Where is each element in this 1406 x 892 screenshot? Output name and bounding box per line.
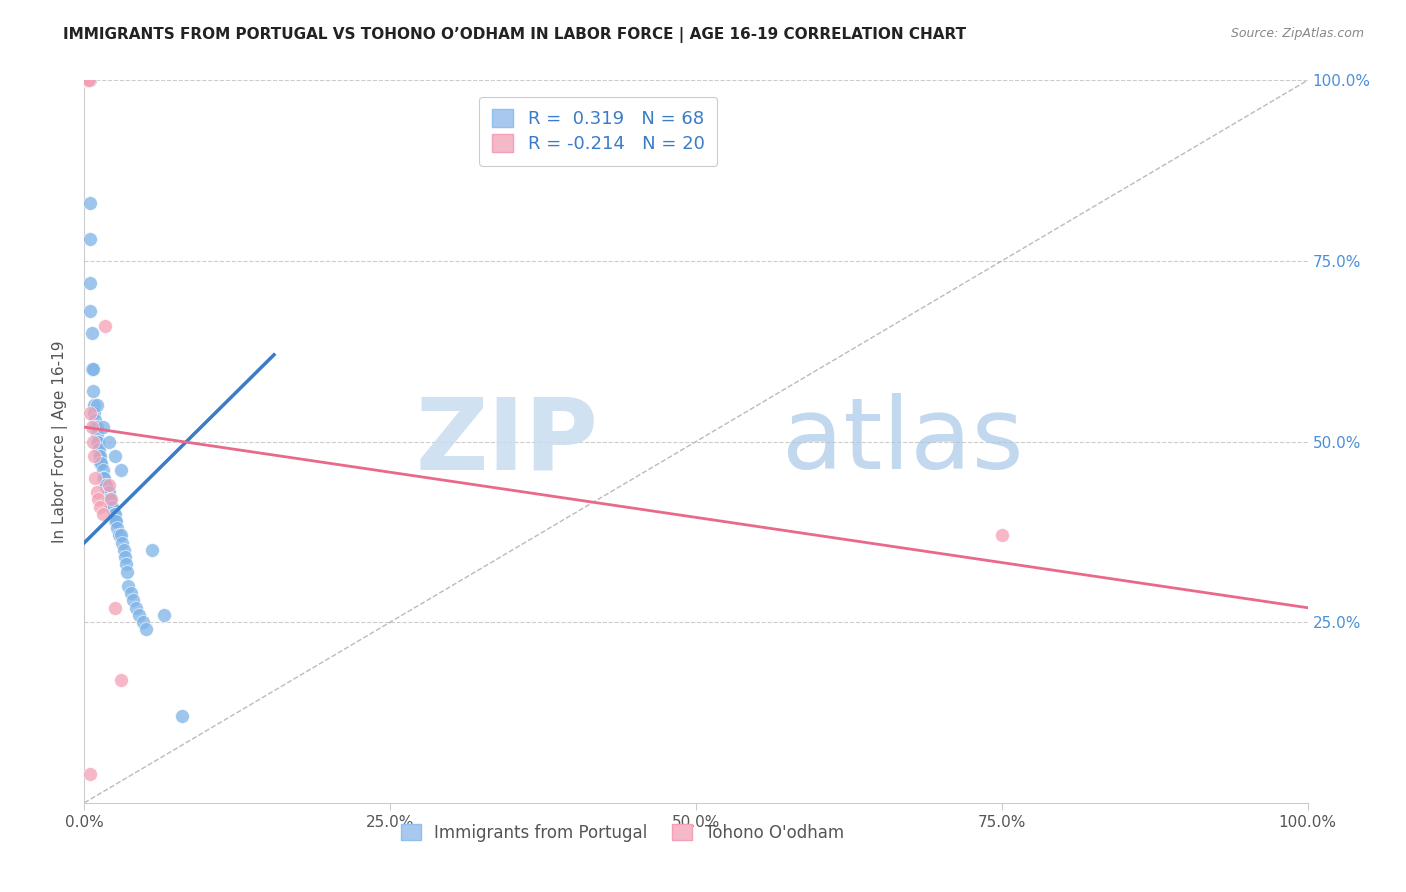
Point [91,470,114,484]
Point [79,767,101,781]
Point [112,542,135,557]
Point [132,615,155,630]
Point [79,73,101,87]
Point [114,550,136,565]
Point [97,434,120,449]
Point [153,607,176,622]
Point [77,73,100,87]
Point [76,73,98,87]
Point [76,73,98,87]
Text: atlas: atlas [782,393,1024,490]
Point [128,607,150,622]
Point [77,73,100,87]
Point [115,558,138,572]
Point [87,442,110,456]
Point [82,384,104,398]
Point [104,514,127,528]
Point [80,420,103,434]
Point [87,434,110,449]
Point [104,507,127,521]
Point [82,362,104,376]
Text: Source: ZipAtlas.com: Source: ZipAtlas.com [1230,27,1364,40]
Point [84,420,107,434]
Point [77,73,100,87]
Point [86,420,108,434]
Y-axis label: In Labor Force | Age 16-19: In Labor Force | Age 16-19 [52,340,69,543]
Point [100,492,122,507]
Point [80,362,103,376]
Point [87,492,110,507]
Point [94,478,117,492]
Point [83,398,105,412]
Point [89,500,111,514]
Point [101,500,124,514]
Point [172,709,194,723]
Point [75,73,97,87]
Point [75,73,97,87]
Point [83,449,105,463]
Point [97,485,120,500]
Point [122,593,145,607]
Point [91,507,114,521]
Point [82,434,104,449]
Point [120,586,142,600]
Point [93,470,115,484]
Legend: Immigrants from Portugal, Tohono O'odham: Immigrants from Portugal, Tohono O'odham [394,817,851,848]
Text: ZIP: ZIP [415,393,598,490]
Point [104,600,127,615]
Point [107,528,129,542]
Point [77,73,100,87]
Point [94,318,117,333]
Point [86,434,108,449]
Point [84,470,107,484]
Point [117,579,139,593]
Point [90,456,112,470]
Point [91,463,114,477]
Point [110,528,132,542]
Point [97,478,120,492]
Point [79,276,101,290]
Point [86,485,108,500]
Point [141,542,163,557]
Point [96,478,118,492]
Point [89,449,111,463]
Point [104,449,127,463]
Point [83,406,105,420]
Point [76,73,98,87]
Point [86,398,108,412]
Point [103,507,125,521]
Point [91,420,114,434]
Point [115,565,138,579]
Point [79,196,101,211]
Point [98,492,121,507]
Point [991,528,1014,542]
Point [110,463,132,477]
Point [97,492,120,507]
Point [135,623,157,637]
Point [79,232,101,246]
Point [80,326,103,340]
Point [87,442,110,456]
Point [111,535,134,549]
Point [97,485,120,500]
Point [89,456,111,470]
Point [110,673,132,687]
Point [79,406,101,420]
Point [125,600,148,615]
Point [86,427,108,442]
Point [84,413,107,427]
Point [105,521,128,535]
Text: IMMIGRANTS FROM PORTUGAL VS TOHONO O’ODHAM IN LABOR FORCE | AGE 16-19 CORRELATIO: IMMIGRANTS FROM PORTUGAL VS TOHONO O’ODH… [63,27,966,43]
Point [77,73,100,87]
Point [100,500,122,514]
Point [105,514,128,528]
Point [87,449,110,463]
Point [79,304,101,318]
Point [77,73,100,87]
